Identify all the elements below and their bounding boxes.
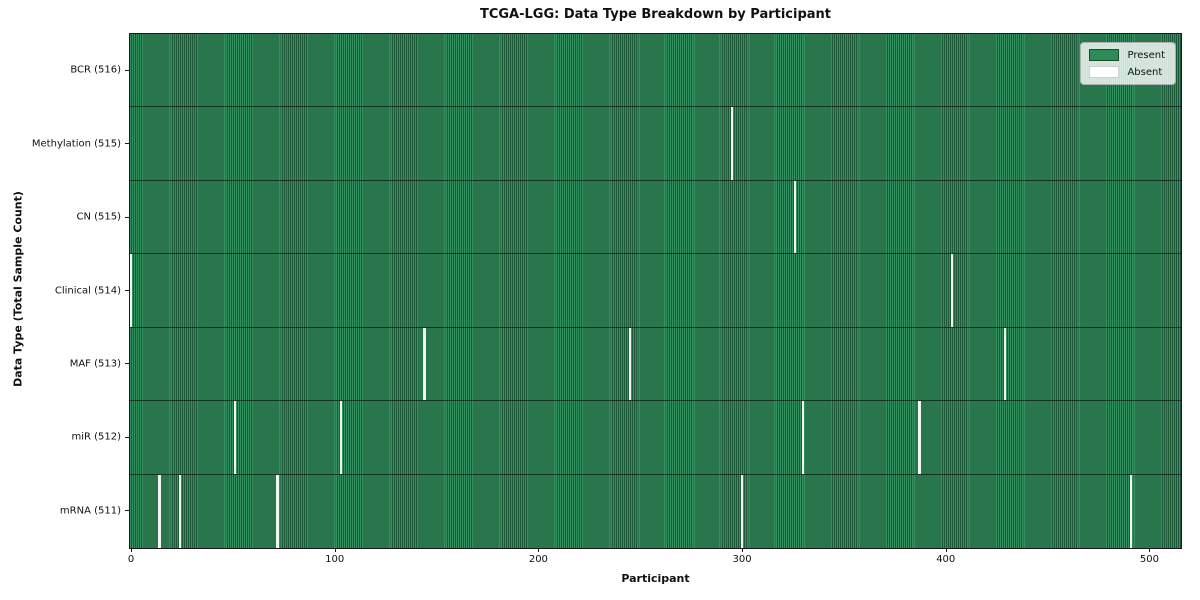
- y-tick-label: Clinical (514): [54, 285, 121, 296]
- x-tick: [131, 548, 133, 552]
- absent-marker: [158, 474, 161, 548]
- y-tick: [125, 143, 129, 145]
- absent-marker: [730, 107, 734, 180]
- heatmap-row-Clinical: [129, 254, 1181, 328]
- heatmap-row-CN: [130, 180, 1181, 255]
- y-tick: [125, 216, 129, 218]
- x-tick-label: 100: [325, 554, 345, 565]
- absent-swatch-icon: [1089, 66, 1120, 78]
- y-tick: [125, 363, 129, 365]
- absent-marker: [1003, 327, 1007, 401]
- x-tick-label: 200: [528, 554, 548, 565]
- y-tick-label: MAF (513): [69, 358, 121, 370]
- y-tick-label: Methylation (515): [31, 138, 121, 150]
- legend: Present Absent: [1080, 42, 1176, 85]
- absent-marker: [339, 401, 343, 474]
- y-tick: [125, 510, 129, 512]
- absent-marker: [233, 401, 237, 474]
- y-tick: [125, 69, 129, 71]
- absent-marker: [801, 401, 805, 474]
- chart-title: TCGA-LGG: Data Type Breakdown by Partici…: [479, 7, 832, 22]
- absent-marker: [129, 254, 133, 327]
- x-axis-label: Participant: [621, 572, 690, 585]
- absent-marker: [1129, 474, 1133, 548]
- x-tick: [742, 548, 744, 552]
- y-tick: [125, 290, 129, 291]
- absent-marker: [950, 254, 954, 327]
- y-tick-label: CN (515): [76, 211, 121, 223]
- y-tick-label: miR (512): [71, 431, 121, 443]
- x-tick-label: 300: [732, 554, 752, 565]
- absent-marker: [178, 474, 182, 548]
- legend-item-absent: Absent: [1089, 66, 1165, 78]
- y-tick-label: BCR (516): [70, 64, 121, 76]
- y-tick: [125, 436, 129, 438]
- absent-marker: [276, 474, 279, 548]
- x-tick-label: 500: [1139, 554, 1159, 565]
- heatmap-row-Methylation: [130, 107, 1181, 181]
- heatmap-row-BCR: [130, 34, 1181, 108]
- absent-marker: [740, 474, 744, 548]
- heatmap-row-mRNA: [130, 474, 1181, 548]
- x-tick: [945, 548, 947, 552]
- legend-label: Absent: [1127, 66, 1163, 78]
- x-tick-label: 0: [127, 554, 135, 565]
- absent-marker: [918, 401, 921, 474]
- absent-marker: [628, 327, 632, 401]
- x-tick: [334, 548, 336, 552]
- absent-marker: [793, 180, 797, 254]
- x-tick: [1149, 548, 1151, 552]
- y-tick-label: mRNA (511): [59, 505, 121, 517]
- legend-item-present: Present: [1089, 49, 1165, 61]
- plot-area: Present Absent: [129, 33, 1182, 549]
- present-swatch-icon: [1089, 49, 1120, 61]
- legend-label: Present: [1127, 49, 1165, 61]
- x-tick: [538, 548, 540, 552]
- heatmap-row-MAF: [130, 327, 1181, 402]
- x-tick-label: 400: [936, 554, 956, 565]
- absent-marker: [423, 327, 426, 401]
- heatmap-row-miR: [130, 401, 1181, 475]
